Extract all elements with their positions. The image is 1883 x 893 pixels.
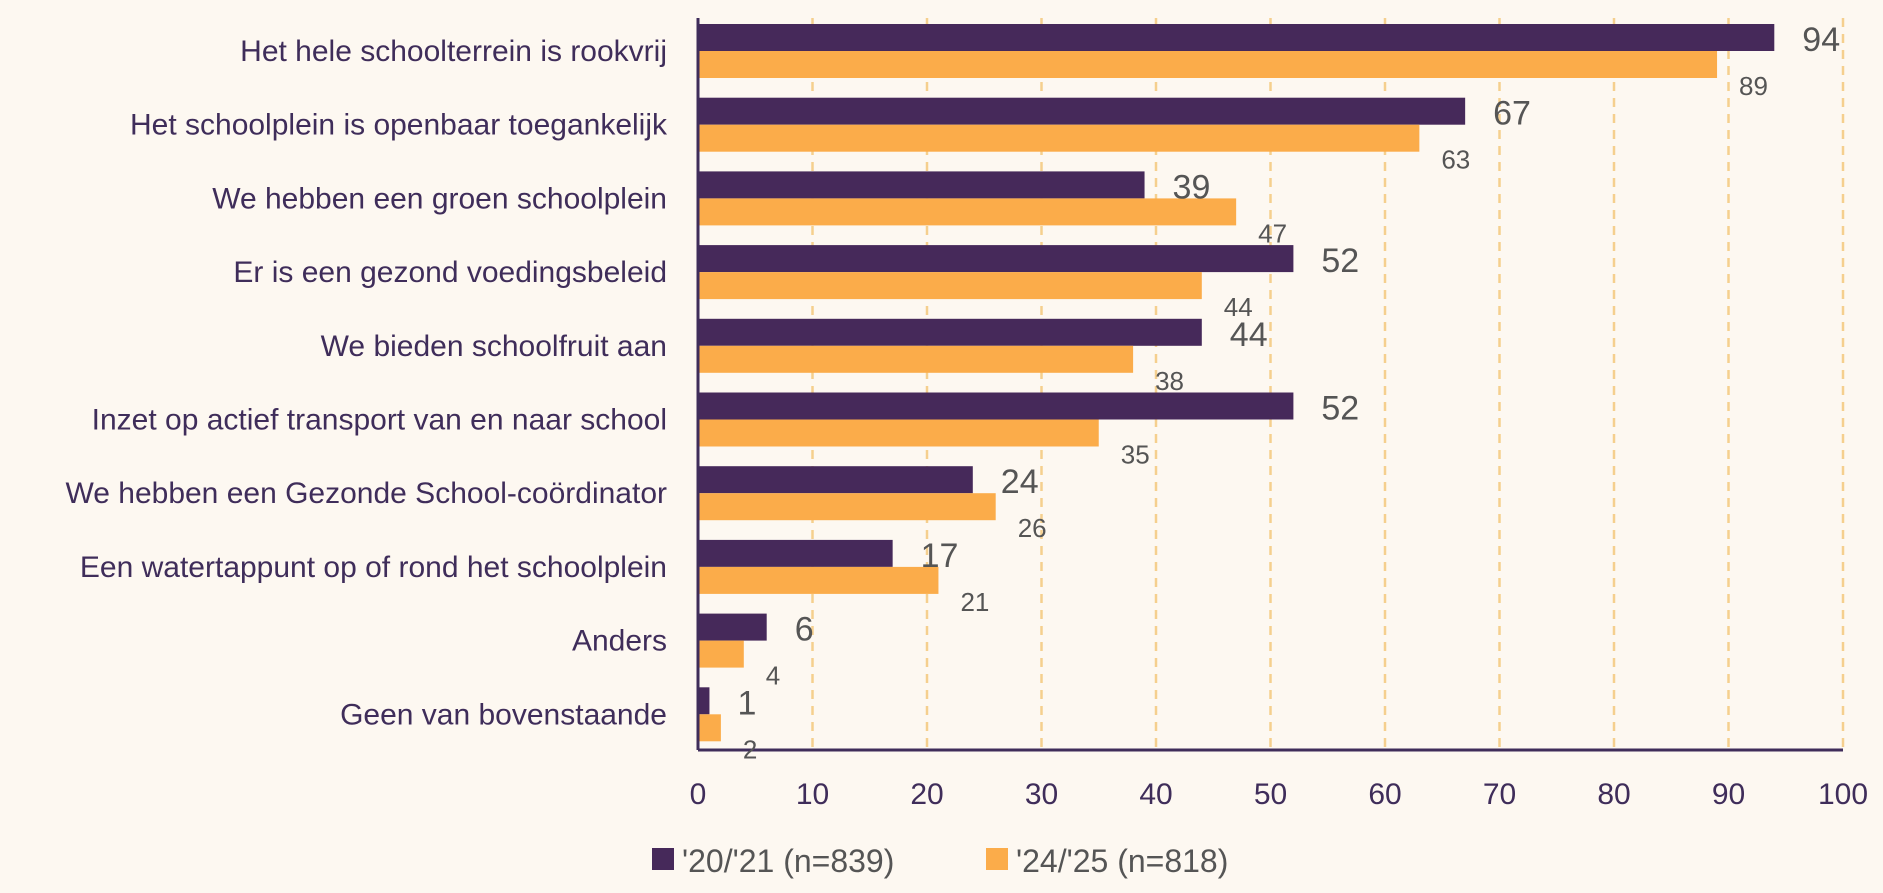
value-label-s1-6: 24	[1001, 463, 1039, 501]
x-tick-label-0: 0	[690, 778, 707, 811]
x-tick-label-50: 50	[1254, 778, 1287, 811]
value-label-s1-8: 6	[795, 611, 814, 649]
category-label-7: Een watertappunt op of rond het schoolpl…	[80, 551, 667, 584]
value-label-s2-7: 21	[960, 587, 989, 617]
value-label-s1-5: 52	[1321, 390, 1359, 428]
value-label-s2-2: 47	[1258, 218, 1287, 248]
legend: '20/'21 (n=839) '24/'25 (n=818)	[652, 843, 1228, 879]
value-label-s2-9: 2	[743, 734, 757, 764]
bar-s2-7	[698, 566, 939, 594]
bar-s1-2	[698, 171, 1145, 199]
bar-s2-2	[698, 198, 1237, 226]
bar-s1-0	[698, 24, 1775, 51]
bar-s1-6	[698, 466, 973, 494]
bar-s1-8	[698, 613, 767, 641]
legend-label-2: '24/'25 (n=818)	[1016, 843, 1228, 879]
bar-s2-0	[698, 51, 1718, 78]
value-label-s1-3: 52	[1321, 242, 1359, 280]
value-label-s2-3: 44	[1224, 292, 1253, 322]
value-label-s2-5: 35	[1121, 440, 1150, 470]
bar-s1-4	[698, 318, 1202, 346]
bar-s2-3	[698, 272, 1202, 300]
category-label-6: We hebben een Gezonde School-coördinator	[65, 477, 667, 510]
value-label-s1-7: 17	[921, 537, 959, 575]
bar-s1-9	[698, 687, 710, 715]
value-label-s2-8: 4	[766, 661, 780, 691]
category-label-8: Anders	[572, 625, 667, 658]
category-label-0: Het hele schoolterrein is rookvrij	[240, 35, 667, 68]
bar-s2-1	[698, 124, 1420, 152]
value-label-s2-6: 26	[1018, 513, 1047, 543]
value-label-s1-2: 39	[1173, 168, 1211, 206]
bar-s1-3	[698, 245, 1294, 273]
x-tick-label-70: 70	[1483, 778, 1516, 811]
x-tick-label-60: 60	[1368, 778, 1401, 811]
value-label-s2-0: 89	[1739, 71, 1768, 101]
value-label-s1-4: 44	[1230, 316, 1268, 354]
bars	[698, 24, 1775, 742]
category-label-2: We hebben een groen schoolplein	[212, 182, 667, 215]
x-tick-label-10: 10	[796, 778, 829, 811]
value-label-s1-9: 1	[737, 684, 756, 722]
value-label-s2-4: 38	[1155, 366, 1184, 396]
bar-s1-1	[698, 97, 1466, 125]
value-label-s1-0: 94	[1802, 21, 1840, 59]
bar-s1-5	[698, 392, 1294, 420]
bar-s2-5	[698, 419, 1099, 447]
x-tick-label-20: 20	[910, 778, 943, 811]
bar-s2-8	[698, 640, 744, 668]
axes: 0 10 20 30 40 50 60 70 80 90 100	[690, 18, 1868, 811]
gridlines	[811, 18, 1845, 750]
category-label-1: Het schoolplein is openbaar toegankelijk	[130, 109, 668, 142]
value-label-s1-1: 67	[1493, 95, 1531, 133]
legend-swatch-2	[986, 848, 1008, 870]
labels: 94 89 Het hele schoolterrein is rookvrij 67…	[65, 21, 1840, 764]
x-tick-label-40: 40	[1139, 778, 1172, 811]
bar-s2-9	[698, 714, 721, 742]
x-tick-label-100: 100	[1818, 778, 1868, 811]
bar-s1-7	[698, 539, 893, 567]
bar-s2-6	[698, 493, 996, 521]
category-label-4: We bieden schoolfruit aan	[321, 330, 667, 363]
category-label-5: Inzet op actief transport van en naar sc…	[92, 404, 667, 437]
category-label-3: Er is een gezond voedingsbeleid	[233, 256, 667, 289]
x-tick-label-80: 80	[1597, 778, 1630, 811]
bar-s2-4	[698, 345, 1134, 373]
x-tick-label-30: 30	[1025, 778, 1058, 811]
value-label-s2-1: 63	[1441, 145, 1470, 175]
x-tick-label-90: 90	[1712, 778, 1745, 811]
legend-swatch-1	[652, 848, 674, 870]
category-label-9: Geen van bovenstaande	[340, 698, 667, 731]
legend-label-1: '20/'21 (n=839)	[682, 843, 894, 879]
